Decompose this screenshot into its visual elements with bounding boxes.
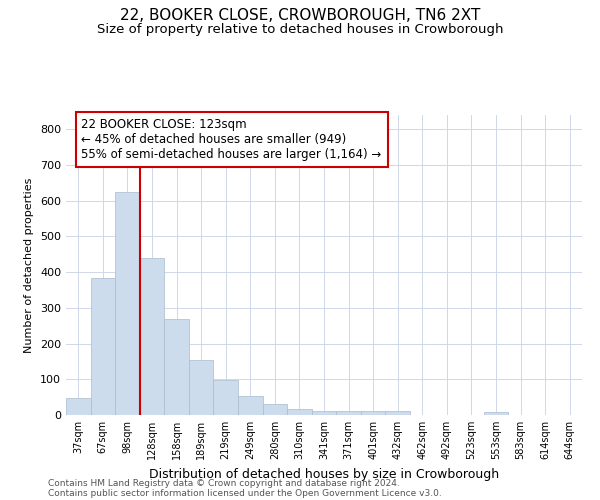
Y-axis label: Number of detached properties: Number of detached properties [25, 178, 34, 352]
Text: 22, BOOKER CLOSE, CROWBOROUGH, TN6 2XT: 22, BOOKER CLOSE, CROWBOROUGH, TN6 2XT [120, 8, 480, 22]
Bar [115, 192, 140, 415]
Bar [164, 320, 189, 415]
Bar [385, 412, 410, 415]
Bar [361, 412, 385, 415]
Text: Contains HM Land Registry data © Crown copyright and database right 2024.: Contains HM Land Registry data © Crown c… [48, 478, 400, 488]
Bar [336, 412, 361, 415]
Bar [214, 380, 238, 415]
Bar [312, 412, 336, 415]
Text: 22 BOOKER CLOSE: 123sqm
← 45% of detached houses are smaller (949)
55% of semi-d: 22 BOOKER CLOSE: 123sqm ← 45% of detache… [82, 118, 382, 161]
Bar [287, 409, 312, 415]
Bar [238, 396, 263, 415]
Bar [91, 278, 115, 415]
Text: Contains public sector information licensed under the Open Government Licence v3: Contains public sector information licen… [48, 488, 442, 498]
Bar [263, 404, 287, 415]
Bar [66, 398, 91, 415]
Bar [140, 258, 164, 415]
Bar [484, 412, 508, 415]
Text: Size of property relative to detached houses in Crowborough: Size of property relative to detached ho… [97, 22, 503, 36]
X-axis label: Distribution of detached houses by size in Crowborough: Distribution of detached houses by size … [149, 468, 499, 480]
Bar [189, 360, 214, 415]
